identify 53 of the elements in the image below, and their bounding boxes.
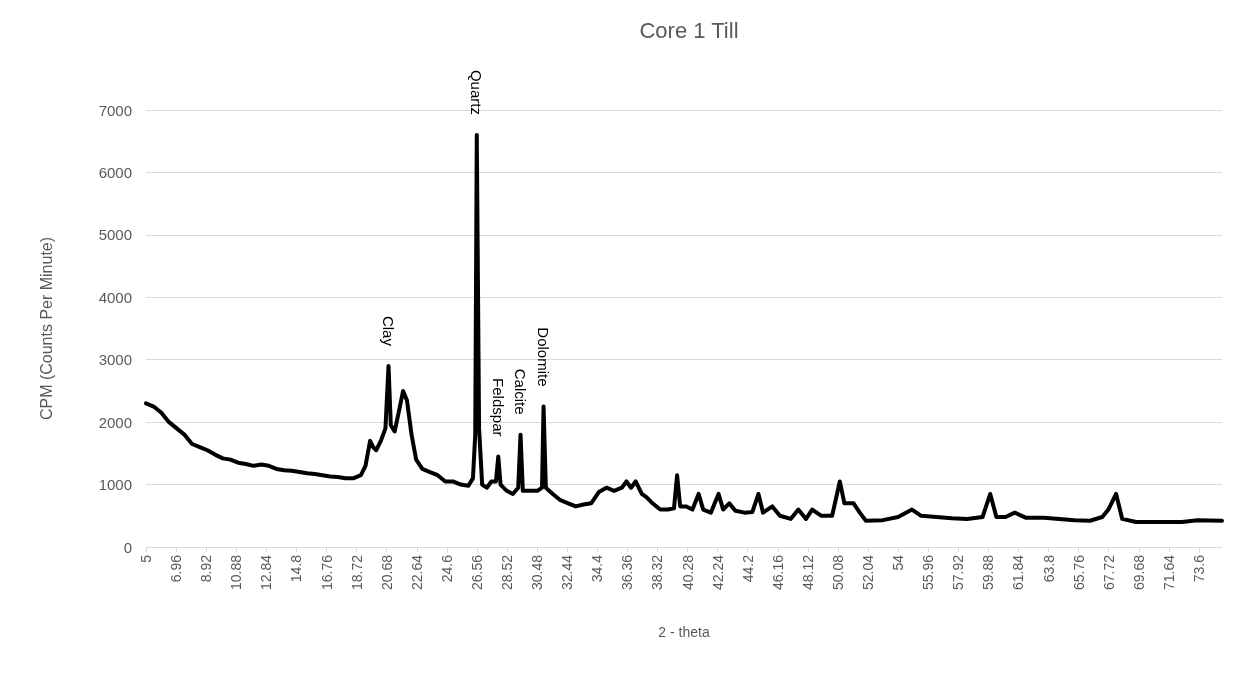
x-tick-label: 71.64 (1160, 554, 1177, 591)
x-tick-label: 48.12 (799, 554, 816, 591)
x-tick-label: 5 (138, 554, 154, 563)
x-tick-label: 18.72 (348, 554, 365, 591)
x-tick-label: 65.76 (1070, 554, 1087, 591)
x-tick-label: 34.4 (589, 554, 606, 583)
x-tick-label: 44.2 (739, 554, 756, 583)
x-tick-label: 67.72 (1100, 554, 1117, 591)
x-tick-label: 32.44 (559, 554, 576, 591)
x-tick-label: 55.96 (920, 554, 937, 591)
x-tick-label: 54 (890, 554, 907, 571)
x-tick-label: 30.48 (529, 554, 546, 591)
y-tick-label: 3000 (98, 351, 132, 369)
y-tick-label: 4000 (98, 288, 132, 306)
x-tick-label: 24.6 (438, 554, 455, 583)
x-tick-label: 26.56 (468, 554, 485, 591)
y-tick-label: 6000 (98, 163, 132, 181)
annotation: Clay (380, 315, 398, 347)
x-tick-label: 12.84 (258, 554, 275, 591)
x-axis-title: 2 - theta (658, 624, 710, 640)
x-tick-label: 14.8 (288, 554, 305, 583)
x-tick-label: 10.88 (228, 554, 245, 591)
x-tick-label: 59.88 (980, 554, 997, 591)
x-tick-label: 42.24 (709, 554, 726, 591)
annotation: Calcite (512, 368, 530, 415)
x-tick-label: 50.08 (829, 554, 846, 591)
x-tick-label: 73.6 (1190, 554, 1207, 583)
y-tick-label: 7000 (98, 101, 132, 119)
annotation: Quartz (468, 69, 486, 115)
x-tick-label: 22.64 (408, 554, 425, 591)
y-tick-label: 1000 (98, 476, 132, 494)
x-tick-label: 20.68 (378, 554, 395, 591)
chart-title: Core 1 Till (639, 17, 739, 43)
x-tick-label: 57.92 (950, 554, 967, 591)
annotation: Dolomite (535, 327, 553, 387)
x-tick-label: 28.52 (499, 554, 516, 591)
x-tick-label: 38.32 (649, 554, 666, 591)
line-series (144, 132, 1224, 525)
y-tick-label: 5000 (98, 226, 132, 244)
x-tick-label: 16.76 (318, 554, 335, 591)
x-tick-label: 40.28 (679, 554, 696, 591)
x-tick-label: 69.68 (1130, 554, 1147, 591)
x-tick-label: 6.96 (168, 554, 185, 583)
annotation: Feldspar (489, 378, 507, 437)
y-tick-label: 0 (123, 538, 132, 556)
y-tick-label: 2000 (98, 413, 132, 431)
y-axis-title: CPM (Counts Per Minute) (37, 236, 55, 421)
x-tick-label: 36.36 (619, 554, 636, 591)
x-tick-label: 61.84 (1010, 554, 1027, 591)
x-tick-label: 63.8 (1040, 554, 1057, 583)
x-tick-label: 8.92 (198, 554, 215, 583)
x-tick-label: 46.16 (769, 554, 786, 591)
x-tick-label: 52.04 (860, 554, 877, 591)
